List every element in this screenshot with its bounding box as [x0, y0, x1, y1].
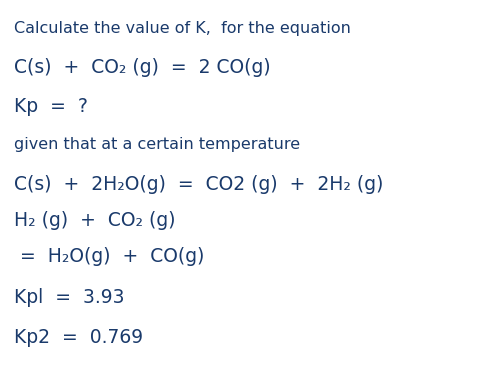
Text: Kp2  =  0.769: Kp2 = 0.769	[14, 328, 144, 347]
Text: C(s)  +  2H₂O(g)  =  CO2 (g)  +  2H₂ (g): C(s) + 2H₂O(g) = CO2 (g) + 2H₂ (g)	[14, 175, 384, 194]
Text: Kp  =  ?: Kp = ?	[14, 97, 88, 116]
Text: C(s)  +  CO₂ (g)  =  2 CO(g): C(s) + CO₂ (g) = 2 CO(g)	[14, 58, 271, 77]
Text: Calculate the value of K,  for the equation: Calculate the value of K, for the equati…	[14, 21, 351, 36]
Text: =  H₂O(g)  +  CO(g): = H₂O(g) + CO(g)	[14, 247, 205, 266]
Text: Kpl  =  3.93: Kpl = 3.93	[14, 288, 125, 307]
Text: given that at a certain temperature: given that at a certain temperature	[14, 137, 300, 152]
Text: H₂ (g)  +  CO₂ (g): H₂ (g) + CO₂ (g)	[14, 211, 176, 230]
